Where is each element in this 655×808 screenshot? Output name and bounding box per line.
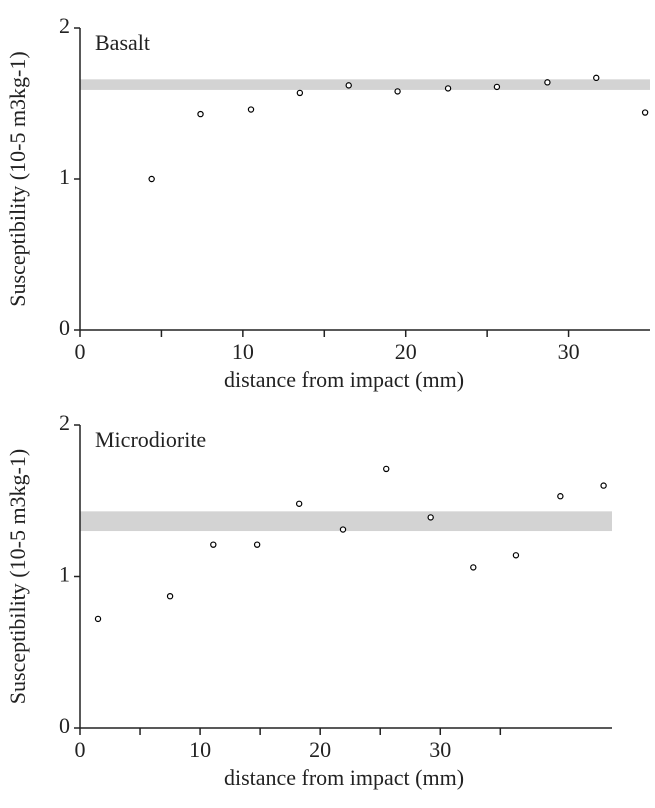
data-point xyxy=(210,541,217,548)
x-axis-label: distance from impact (mm) xyxy=(224,367,464,392)
x-tick-label: 0 xyxy=(75,339,86,364)
y-axis-label: Susceptibility (10-5 m3kg-1) xyxy=(5,449,30,704)
y-tick-label: 2 xyxy=(59,13,70,38)
data-point xyxy=(253,541,261,548)
y-axis-label: Susceptibility (10-5 m3kg-1) xyxy=(5,51,30,306)
panel-label: Basalt xyxy=(95,30,150,55)
data-point xyxy=(166,592,174,600)
x-axis-label: distance from impact (mm) xyxy=(224,765,464,790)
data-point xyxy=(247,106,255,113)
data-point xyxy=(295,500,303,507)
y-tick-label: 1 xyxy=(59,164,70,189)
data-point xyxy=(296,89,304,97)
data-point xyxy=(197,110,204,118)
data-point xyxy=(444,85,452,92)
data-point xyxy=(512,552,520,559)
data-point xyxy=(557,493,564,500)
y-tick-label: 2 xyxy=(59,410,70,435)
data-point xyxy=(470,564,477,571)
data-point xyxy=(641,109,649,116)
data-point xyxy=(394,88,401,95)
data-point xyxy=(383,465,390,473)
x-tick-label: 20 xyxy=(309,737,331,762)
x-tick-label: 30 xyxy=(558,339,580,364)
x-tick-label: 10 xyxy=(232,339,254,364)
panel-label: Microdiorite xyxy=(95,427,206,452)
y-tick-label: 0 xyxy=(59,315,70,340)
data-point xyxy=(345,82,352,89)
reference-band xyxy=(80,79,650,90)
data-point xyxy=(593,74,600,82)
reference-band xyxy=(80,511,612,532)
x-tick-label: 30 xyxy=(429,737,451,762)
x-tick-label: 0 xyxy=(75,737,86,762)
data-point xyxy=(148,175,155,183)
data-point xyxy=(600,482,607,489)
data-point xyxy=(427,514,434,521)
x-tick-label: 20 xyxy=(395,339,417,364)
data-point xyxy=(493,83,501,91)
data-point xyxy=(94,615,102,623)
data-point xyxy=(339,526,347,533)
y-tick-label: 1 xyxy=(59,562,70,587)
y-tick-label: 0 xyxy=(59,713,70,738)
x-tick-label: 10 xyxy=(189,737,211,762)
data-point xyxy=(544,79,551,86)
